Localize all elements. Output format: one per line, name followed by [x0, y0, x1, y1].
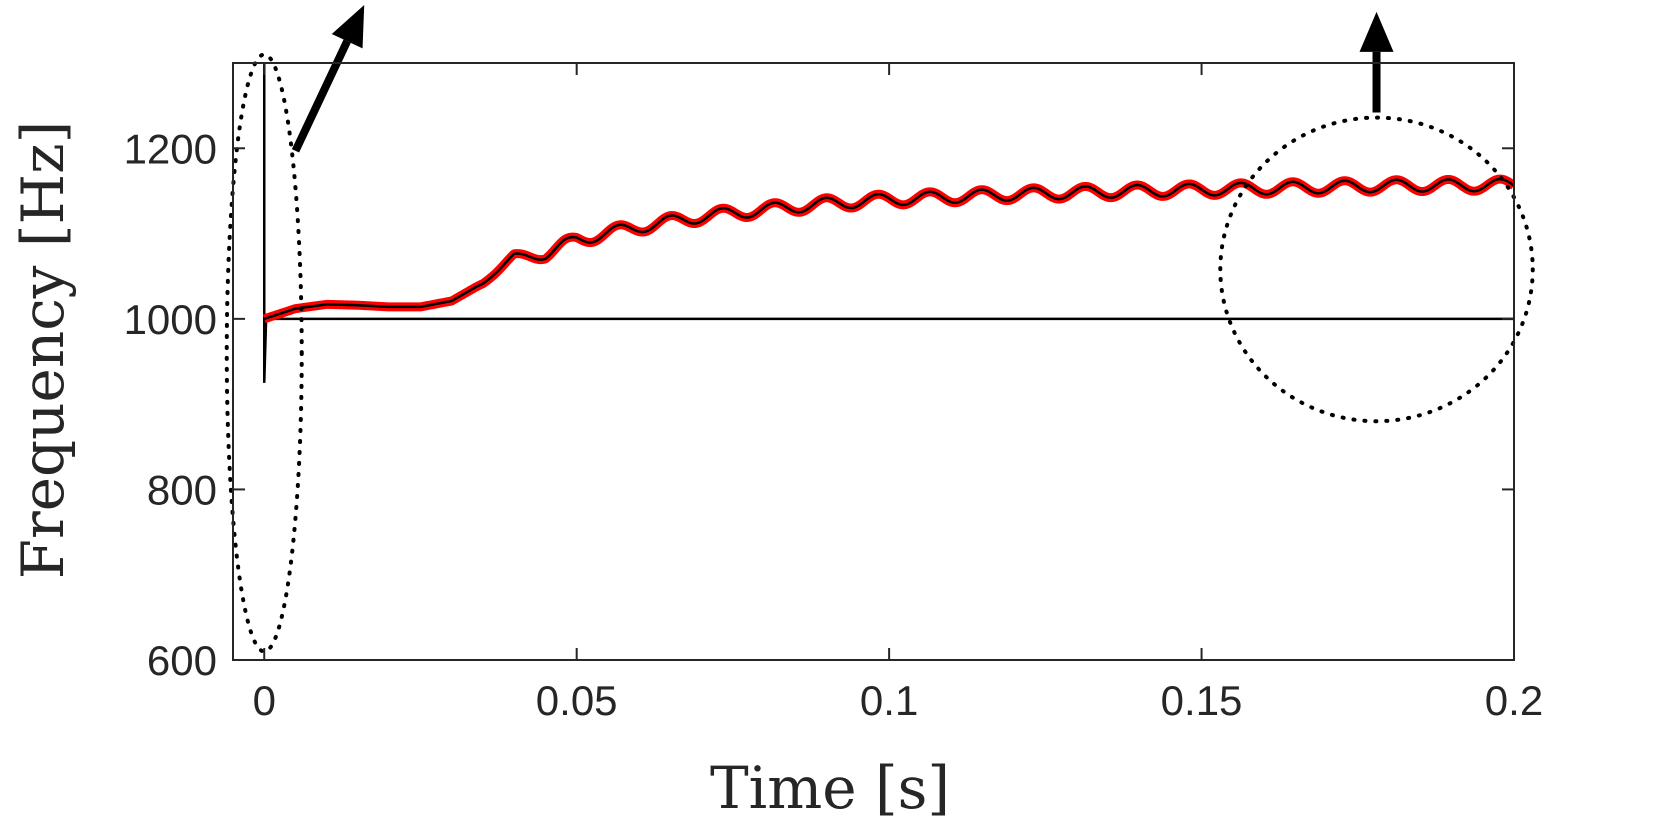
arrow-head — [1359, 11, 1394, 52]
annotations — [224, 5, 1535, 654]
series-group — [260, 63, 1514, 383]
plot-area — [260, 63, 1514, 383]
x-tick-label: 0 — [253, 677, 276, 724]
x-tick-label: 0.05 — [536, 677, 618, 724]
axes-box — [232, 62, 1515, 661]
transient-highlight-ellipse — [224, 52, 304, 654]
x-axis-label: Time [s] — [710, 754, 950, 822]
y-axis-label: Frequency [Hz] — [9, 121, 77, 580]
x-tick-label: 0.2 — [1485, 677, 1543, 724]
x-tick-label: 0.15 — [1161, 677, 1243, 724]
estimate-line-red — [260, 174, 1514, 324]
y-tick-label: 800 — [147, 466, 217, 513]
x-tick-label: 0.1 — [860, 677, 918, 724]
arrow-shaft — [291, 39, 351, 153]
y-tick-label: 1200 — [124, 125, 217, 172]
y-tick-label: 600 — [147, 637, 217, 684]
axes: 0 0.05 0.1 0.15 0.2 600 800 1000 1200 — [124, 62, 1543, 724]
ripple-highlight-circle — [1218, 115, 1535, 424]
estimate-line-core — [263, 177, 1514, 321]
reference-line — [262, 63, 1514, 383]
y-tick-label: 1000 — [124, 296, 217, 343]
arrow-head — [331, 5, 365, 49]
